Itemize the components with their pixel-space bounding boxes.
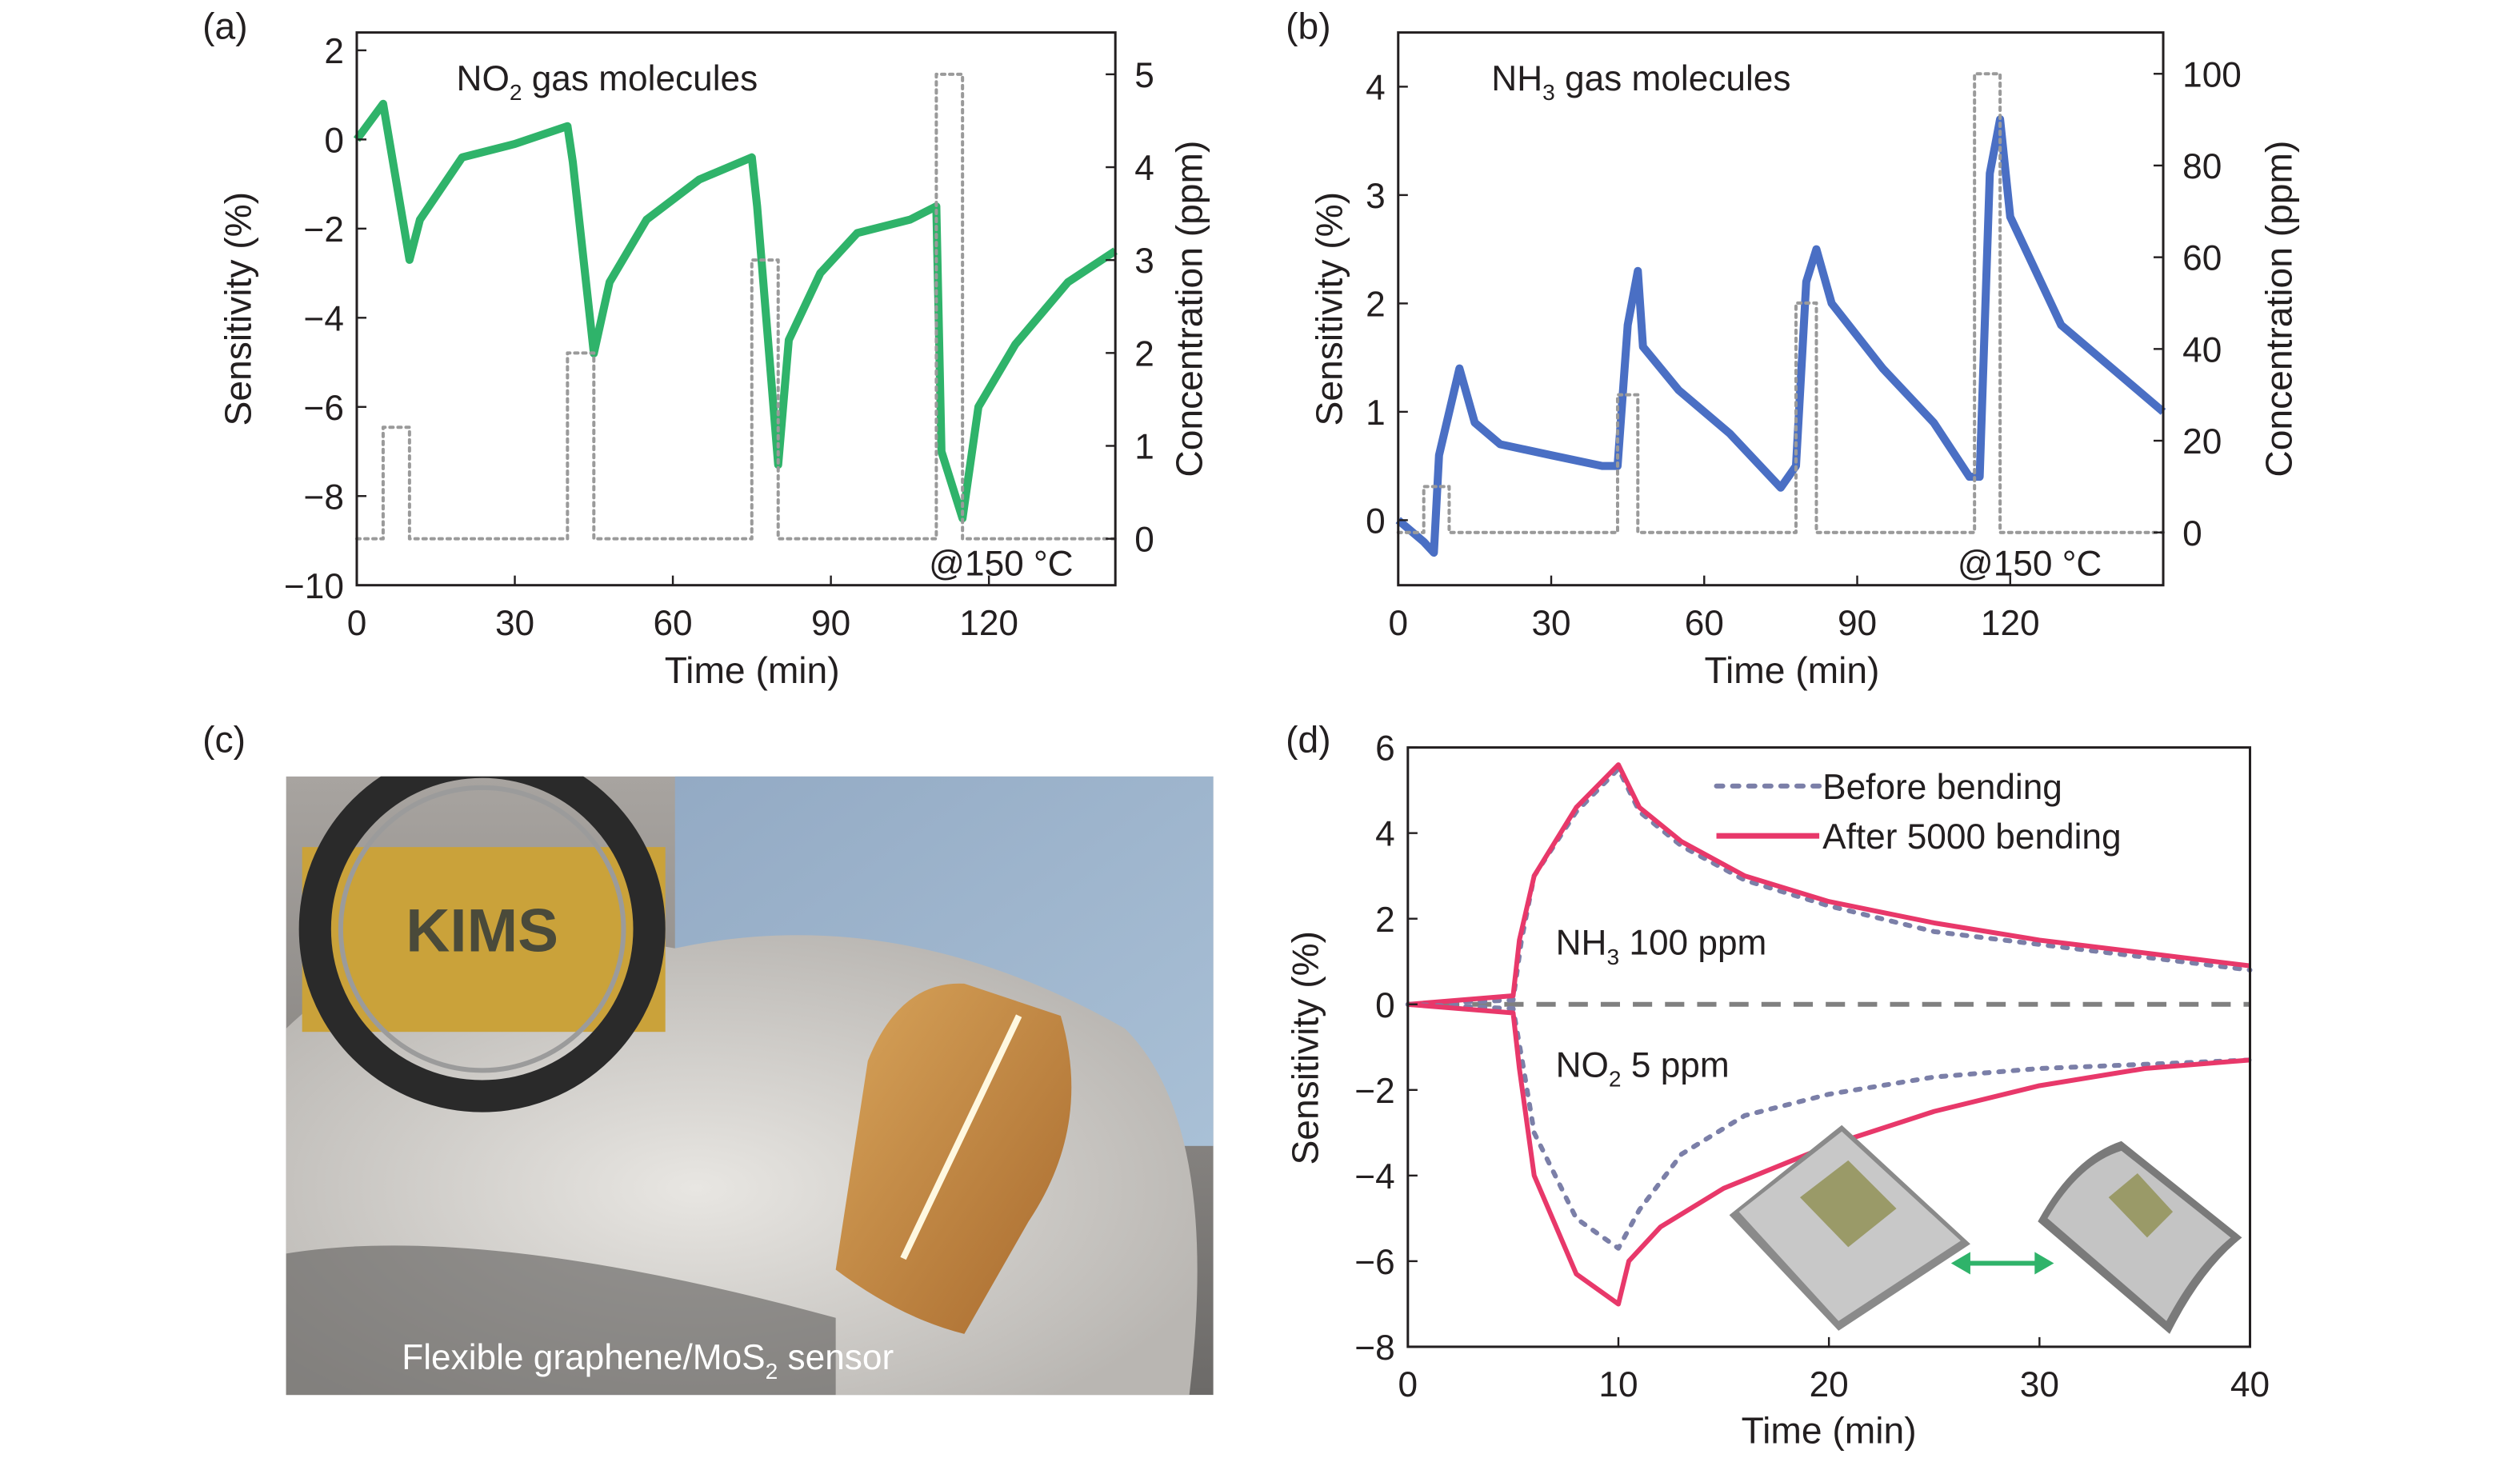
kims-logo-text: KIMS bbox=[406, 897, 558, 965]
x-tick-label: 30 bbox=[2020, 1365, 2059, 1404]
panel-label-c: (c) bbox=[202, 719, 246, 761]
y-tick-label: 3 bbox=[1366, 177, 1386, 216]
x-tick-label: 0 bbox=[1398, 1365, 1418, 1404]
legend-label-before: Before bending bbox=[1822, 768, 2062, 807]
x-tick-label: 120 bbox=[1981, 604, 2040, 643]
y-tick-label: −8 bbox=[304, 477, 344, 517]
y-tick-label: −10 bbox=[284, 567, 344, 606]
temperature-note-b: @150 °C bbox=[1958, 545, 2102, 584]
y2-tick-label: 1 bbox=[1134, 428, 1154, 467]
y2-tick-label: 100 bbox=[2182, 55, 2242, 94]
plot-frame bbox=[1397, 31, 2165, 587]
y2-tick-label: 60 bbox=[2182, 239, 2222, 278]
annotation-no2-gas: NO2 gas molecules bbox=[457, 59, 758, 105]
series-line-sensitivity bbox=[1395, 115, 2166, 557]
flat-sensor-illustration bbox=[1729, 1124, 1970, 1331]
kims-logo: KIMS bbox=[298, 776, 666, 1112]
y-tick-label: −8 bbox=[1354, 1328, 1394, 1368]
y2-tick-label: 80 bbox=[2182, 147, 2222, 186]
y2-tick-label: 2 bbox=[1134, 334, 1154, 373]
y-tick-label: −2 bbox=[304, 210, 344, 250]
y-tick-label: 4 bbox=[1375, 815, 1395, 854]
temperature-note-a: @150 °C bbox=[929, 545, 1073, 584]
y-tick-label: −2 bbox=[1354, 1072, 1394, 1111]
y-axis-label-b: Sensitivity (%) bbox=[1308, 192, 1350, 426]
annotation-no2-5ppm: NO2 5 ppm bbox=[1556, 1045, 1730, 1091]
panel-label-b: (b) bbox=[1286, 6, 1330, 47]
y2-axis-label-a: Concentration (ppm) bbox=[1169, 141, 1210, 477]
x-tick-label: 60 bbox=[1685, 604, 1724, 643]
x-axis-label-b: Time (min) bbox=[1704, 649, 1879, 691]
x-tick-label: 0 bbox=[1388, 604, 1408, 643]
bidirectional-arrow-icon bbox=[1950, 1252, 2054, 1275]
x-tick-label: 30 bbox=[1531, 604, 1570, 643]
y2-tick-label: 5 bbox=[1134, 56, 1154, 95]
photo-caption: Flexible graphene/MoS2 sensor bbox=[402, 1338, 894, 1384]
annotation-nh3-100ppm: NH3 100 ppm bbox=[1556, 924, 1767, 969]
y-tick-label: −4 bbox=[1354, 1157, 1394, 1196]
y-axis-label-d: Sensitivity (%) bbox=[1284, 931, 1326, 1165]
y2-tick-label: 0 bbox=[2182, 514, 2202, 553]
x-tick-label: 120 bbox=[959, 604, 1018, 643]
series-line-after-5000-bending-nh3 bbox=[1407, 762, 2250, 1007]
series-line-after-5000-bending-no2 bbox=[1407, 1001, 2250, 1307]
x-tick-label: 60 bbox=[653, 604, 692, 643]
legend-label-after: After 5000 bending bbox=[1822, 817, 2121, 857]
legend: Before bending After 5000 bending bbox=[1714, 768, 2122, 857]
y-tick-label: 2 bbox=[1375, 901, 1395, 940]
y-tick-label: 4 bbox=[1366, 68, 1386, 107]
x-tick-label: 90 bbox=[811, 604, 850, 643]
x-axis-label-d: Time (min) bbox=[1742, 1409, 1917, 1451]
y2-tick-label: 20 bbox=[2182, 422, 2222, 461]
series-line-sensitivity bbox=[353, 99, 1118, 523]
x-tick-label: 30 bbox=[495, 604, 534, 643]
x-tick-label: 10 bbox=[1598, 1365, 1638, 1404]
y-tick-label: 2 bbox=[1366, 285, 1386, 324]
y-tick-label: 0 bbox=[1366, 501, 1386, 541]
y-axis-label-a: Sensitivity (%) bbox=[217, 192, 258, 426]
y2-tick-label: 3 bbox=[1134, 242, 1154, 281]
y-tick-label: 1 bbox=[1366, 393, 1386, 433]
y-tick-label: −6 bbox=[304, 389, 344, 428]
panel-label-a: (a) bbox=[202, 6, 247, 47]
y-tick-label: 6 bbox=[1375, 729, 1395, 769]
y2-tick-label: 4 bbox=[1134, 149, 1154, 188]
x-axis-label-a: Time (min) bbox=[665, 649, 840, 691]
annotation-nh3-gas: NH3 gas molecules bbox=[1491, 59, 1790, 105]
y-tick-label: 2 bbox=[324, 32, 344, 71]
plot-frame bbox=[355, 31, 1117, 587]
copper-sensor bbox=[835, 983, 1072, 1334]
y-tick-label: 0 bbox=[1375, 986, 1395, 1025]
y-tick-label: −6 bbox=[1354, 1243, 1394, 1282]
x-tick-label: 0 bbox=[347, 604, 367, 643]
x-tick-label: 90 bbox=[1838, 604, 1877, 643]
bent-sensor-illustration bbox=[2038, 1140, 2242, 1334]
series-line-concentration bbox=[354, 72, 1118, 541]
y-tick-label: −4 bbox=[304, 299, 344, 338]
x-tick-label: 20 bbox=[1810, 1365, 1849, 1404]
y2-axis-label-b: Concentration (ppm) bbox=[2258, 141, 2300, 477]
y2-tick-label: 0 bbox=[1134, 521, 1154, 560]
y-tick-label: 0 bbox=[324, 121, 344, 160]
series-line-concentration bbox=[1396, 72, 2166, 534]
x-tick-label: 40 bbox=[2230, 1365, 2270, 1404]
panel-label-d: (d) bbox=[1286, 719, 1330, 761]
series-line-before-bending-no2 bbox=[1405, 1001, 2253, 1251]
y2-tick-label: 40 bbox=[2182, 330, 2222, 369]
flexible-sensor-photo: KIMS Flexible graphene/MoS2 sensor bbox=[286, 776, 1214, 1396]
